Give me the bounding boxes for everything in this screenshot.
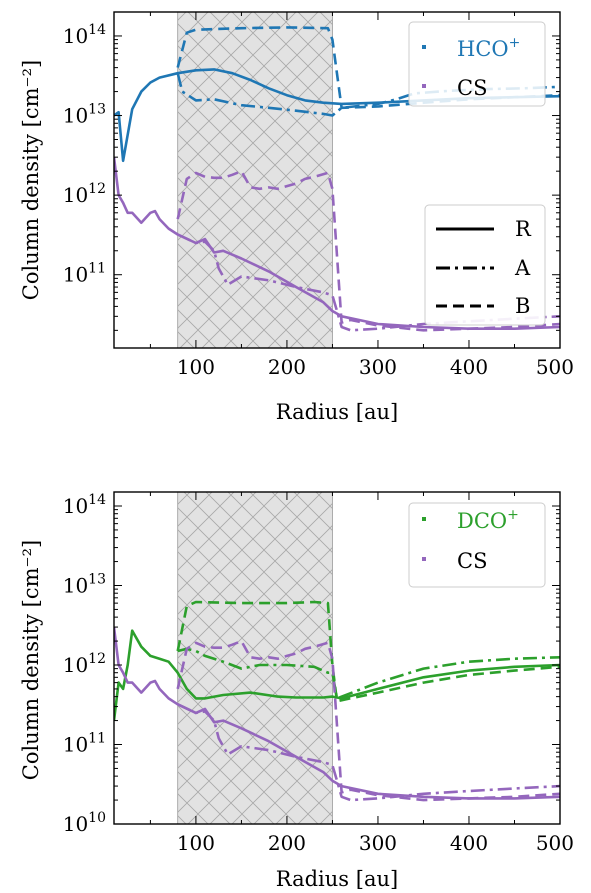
y-tick-label: 1012 <box>63 651 106 677</box>
x-ticks: 100 200 300 400 500 <box>149 12 574 379</box>
series-line-cs-b <box>176 639 560 802</box>
y-tick-label: 1011 <box>63 261 106 287</box>
y-tick-label-exp: 11 <box>88 730 106 746</box>
x-tick-label: 200 <box>268 355 306 379</box>
series-line-hco-b <box>176 26 560 110</box>
y-tick-label-exp: 14 <box>88 492 106 508</box>
legend-species: DCO+ CS <box>408 502 546 588</box>
series-line-cs-a <box>177 233 560 332</box>
x-tick-label: 300 <box>359 831 397 855</box>
legend-box <box>424 204 546 326</box>
y-tick-label-base: 10 <box>63 653 88 677</box>
y-tick-label-exp: 13 <box>88 102 106 118</box>
y-tick-label: 1014 <box>63 22 106 48</box>
y-tick-label-exp: 11 <box>88 261 106 277</box>
y-tick-label-exp: 14 <box>88 22 106 38</box>
y-tick-label-base: 10 <box>63 263 88 287</box>
y-tick-label: 1013 <box>63 102 106 128</box>
legend-styles: R A B <box>424 204 546 326</box>
x-tick-label: 300 <box>359 355 397 379</box>
legend-box <box>408 502 546 588</box>
plot-frame <box>113 11 561 349</box>
legend-label-a: A <box>514 256 531 280</box>
legend-label-dco-base: DCO <box>457 509 507 533</box>
y-tick-label-exp: 13 <box>88 571 106 587</box>
series-line-cs-a <box>177 703 560 802</box>
x-ticks: 100 200 300 400 500 <box>149 492 574 855</box>
legend-label-dco-sup: + <box>507 507 519 523</box>
series-line-hco-r <box>114 68 560 163</box>
legend-marker-cs <box>422 557 426 561</box>
x-tick-label: 100 <box>177 355 215 379</box>
y-axis-label: Column density [cm⁻²] <box>19 540 43 781</box>
legend-species: HCO+ CS <box>408 21 546 107</box>
y-tick-label-base: 10 <box>63 183 88 207</box>
series-group <box>114 600 560 802</box>
series-line-dco-a <box>177 647 560 700</box>
y-tick-label-base: 10 <box>63 494 88 518</box>
y-tick-label: 1011 <box>63 730 106 756</box>
series-line-dco-r <box>114 629 560 721</box>
x-tick-label: 400 <box>450 831 488 855</box>
series-group <box>114 26 560 332</box>
y-tick-label: 1013 <box>63 571 106 597</box>
series-line-cs-b <box>176 169 560 332</box>
y-tick-label: 1014 <box>63 492 106 518</box>
legend-label-dco: DCO+ <box>457 507 519 533</box>
y-tick-label-base: 10 <box>63 573 88 597</box>
y-tick-label-exp: 10 <box>88 810 106 826</box>
legend-marker-cs <box>422 84 426 88</box>
shaded-region <box>177 11 333 349</box>
y-tick-label: 1010 <box>63 810 106 836</box>
y-tick-label-base: 10 <box>63 104 88 128</box>
legend-label-b: B <box>515 294 530 318</box>
x-tick-label: 100 <box>177 831 215 855</box>
x-axis-label: Radius [au] <box>276 400 398 424</box>
x-tick-label: 500 <box>536 831 574 855</box>
x-tick-label: 500 <box>536 355 574 379</box>
legend-marker-dco <box>422 517 426 521</box>
y-tick-label-base: 10 <box>63 24 88 48</box>
y-tick-label-exp: 12 <box>88 181 106 197</box>
y-tick-label: 1012 <box>63 181 106 207</box>
y-axis-label: Column density [cm⁻²] <box>19 60 43 301</box>
legend-label-hco-sup: + <box>509 35 521 51</box>
legend-label-cs: CS <box>457 76 487 100</box>
legend-label-r: R <box>515 217 532 241</box>
y-tick-label-exp: 12 <box>88 651 106 667</box>
legend-label-cs: CS <box>457 549 487 573</box>
legend-marker-hco <box>422 45 426 49</box>
x-tick-label: 200 <box>268 831 306 855</box>
legend-label-hco-base: HCO <box>457 37 509 61</box>
y-tick-label-base: 10 <box>63 732 88 756</box>
legend-label-hco: HCO+ <box>457 35 520 61</box>
series-line-dco-b <box>176 600 560 703</box>
x-tick-label: 400 <box>450 355 488 379</box>
plot-frame <box>113 491 561 825</box>
y-tick-label-base: 10 <box>63 812 88 836</box>
legend-box <box>408 21 546 107</box>
x-axis-label: Radius [au] <box>276 867 398 891</box>
